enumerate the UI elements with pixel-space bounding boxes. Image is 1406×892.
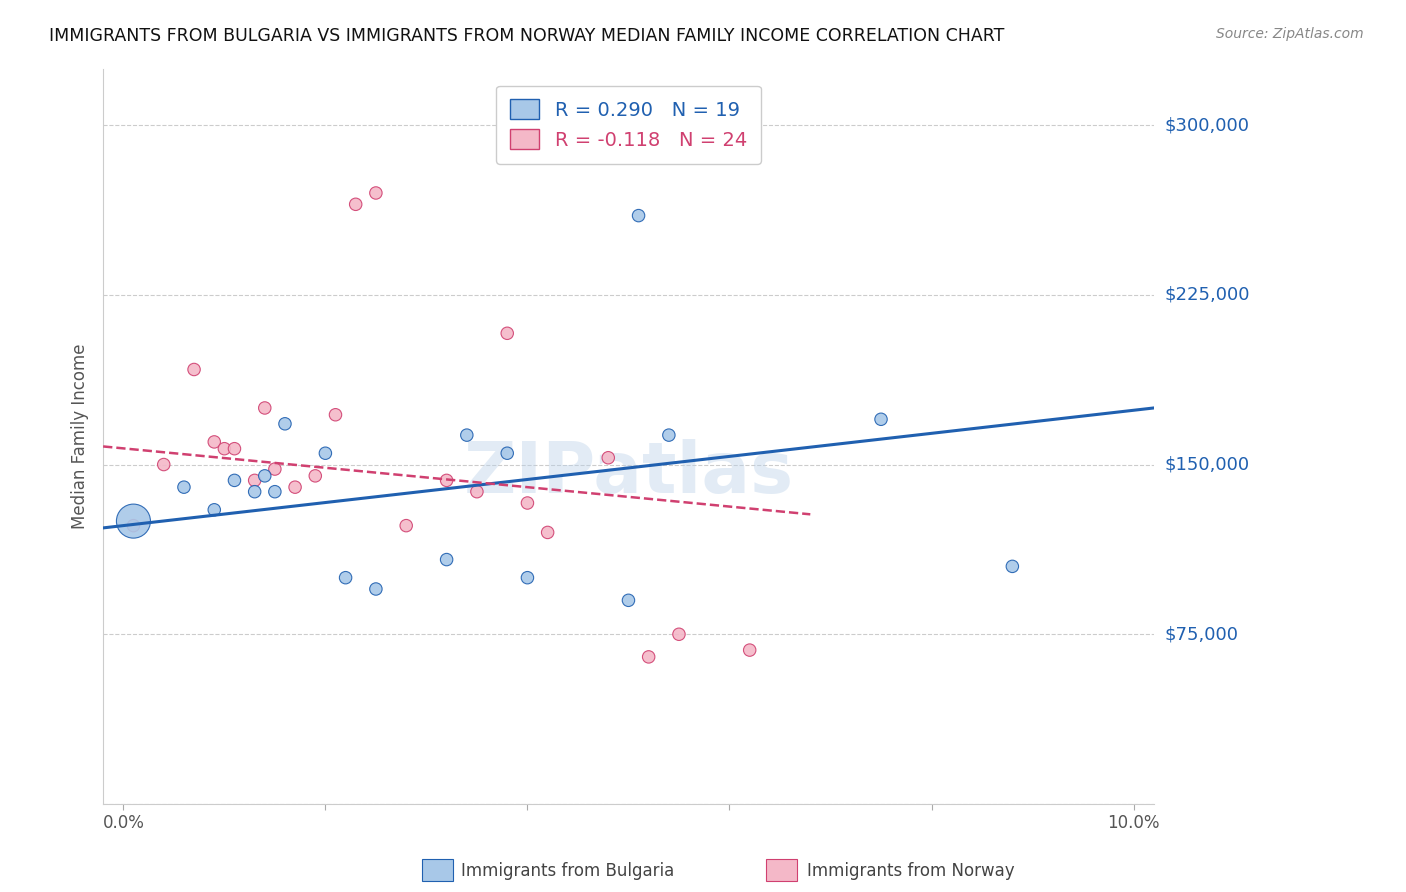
Text: Immigrants from Bulgaria: Immigrants from Bulgaria [461,862,675,880]
Point [202,503,225,517]
Point [456,428,478,442]
Point [465,484,488,499]
Point [496,446,519,460]
Point [243,474,266,488]
Point [637,649,659,664]
Point [870,412,893,426]
Point [436,552,458,566]
Point [617,593,640,607]
Point [598,450,620,465]
Text: ZIPatlas: ZIPatlas [464,439,793,508]
Point [214,442,236,456]
Point [496,326,519,341]
Point [224,474,246,488]
Point [668,627,690,641]
Point [173,480,195,494]
Point [738,643,761,657]
Point [364,186,387,200]
Point [516,496,538,510]
Point [263,484,285,499]
Point [253,401,276,415]
Legend: R = 0.290   N = 19, R = -0.118   N = 24: R = 0.290 N = 19, R = -0.118 N = 24 [496,86,761,163]
Point [314,446,336,460]
Point [183,362,205,376]
Text: Immigrants from Norway: Immigrants from Norway [807,862,1015,880]
Text: IMMIGRANTS FROM BULGARIA VS IMMIGRANTS FROM NORWAY MEDIAN FAMILY INCOME CORRELAT: IMMIGRANTS FROM BULGARIA VS IMMIGRANTS F… [49,27,1004,45]
Point [364,582,387,596]
Text: Source: ZipAtlas.com: Source: ZipAtlas.com [1216,27,1364,41]
Text: $300,000: $300,000 [1166,116,1250,134]
Point [152,458,174,472]
Point [224,442,246,456]
Point [627,209,650,223]
Point [436,474,458,488]
Point [284,480,307,494]
Point [325,408,347,422]
Y-axis label: Median Family Income: Median Family Income [72,343,89,529]
Point [395,518,418,533]
Text: $75,000: $75,000 [1166,625,1239,643]
Point [263,462,285,476]
Point [335,571,357,585]
Point [274,417,297,431]
Text: $150,000: $150,000 [1166,456,1250,474]
Point [122,514,145,528]
Text: $225,000: $225,000 [1166,285,1250,304]
Point [516,571,538,585]
Point [1001,559,1024,574]
Point [243,484,266,499]
Point [658,428,681,442]
Point [344,197,367,211]
Point [304,468,326,483]
Point [202,434,225,449]
Point [122,518,145,533]
Point [253,468,276,483]
Point [537,525,560,540]
